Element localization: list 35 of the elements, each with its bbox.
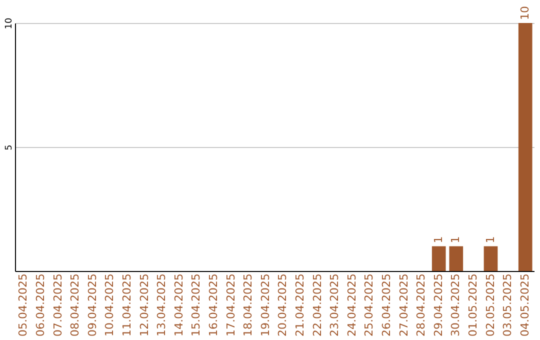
x-tick-label: 30.04.2025 (449, 274, 462, 336)
x-tick-label: 02.05.2025 (484, 274, 497, 336)
x-tick-label: 25.04.2025 (362, 274, 376, 336)
data-label: 10 (518, 6, 532, 20)
x-tick-label: 08.04.2025 (68, 274, 82, 336)
x-tick-label: 13.04.2025 (155, 274, 168, 336)
data-label: 1 (432, 236, 445, 244)
x-tick-label: 05.04.2025 (16, 274, 30, 336)
x-tick-label: 21.04.2025 (293, 274, 306, 336)
x-tick-label: 23.04.2025 (328, 274, 342, 336)
x-tick-label: 09.04.2025 (86, 274, 99, 336)
x-tick-label: 11.04.2025 (120, 274, 134, 336)
x-tick-label: 10.04.2025 (103, 274, 116, 336)
x-tick-label: 29.04.2025 (432, 274, 445, 336)
x-tick-label: 01.05.2025 (466, 274, 480, 336)
x-tick-label: 07.04.2025 (51, 274, 64, 336)
x-tick-label: 06.04.2025 (34, 274, 47, 336)
x-tick-label: 20.04.2025 (276, 274, 290, 336)
x-tick-label: 03.05.2025 (501, 274, 514, 336)
x-tick-label: 04.05.2025 (518, 274, 532, 336)
x-tick-label: 12.04.2025 (138, 274, 151, 336)
x-tick-label: 19.04.2025 (258, 274, 272, 336)
x-tick-label: 14.04.2025 (172, 274, 186, 336)
y-tick-label: 5 (4, 144, 14, 150)
x-tick-label: 17.04.2025 (224, 274, 238, 336)
x-tick-label: 26.04.2025 (380, 274, 393, 336)
x-tick-label: 27.04.2025 (397, 274, 410, 336)
x-tick-label: 18.04.2025 (242, 274, 255, 336)
x-tick-label: 22.04.2025 (310, 274, 324, 336)
x-tick-label: 16.04.2025 (206, 274, 220, 336)
data-label: 1 (449, 236, 462, 244)
x-tick-label: 15.04.2025 (190, 274, 203, 336)
data-label: 1 (484, 236, 497, 244)
x-tick-label: 28.04.2025 (414, 274, 428, 336)
x-tick-label: 24.04.2025 (345, 274, 358, 336)
